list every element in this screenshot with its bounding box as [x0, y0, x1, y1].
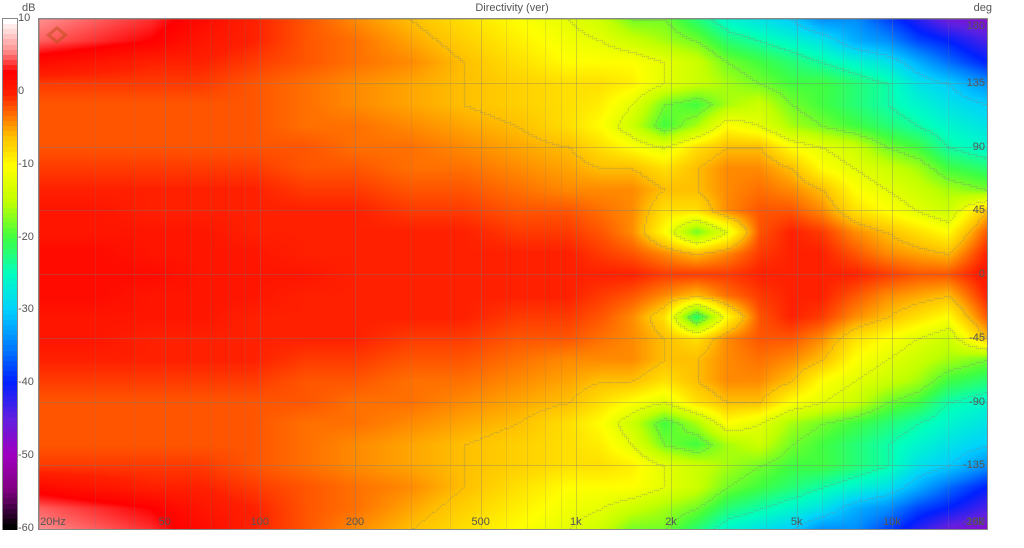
yaxis-tick: 180 [967, 20, 985, 32]
xaxis-tick: 200 [346, 516, 364, 528]
yaxis-tick: -45 [969, 332, 985, 344]
colorbar-tick: 0 [18, 85, 24, 97]
colorbar-tick: -50 [18, 449, 34, 461]
xaxis-tick: 1k [570, 516, 582, 528]
yaxis-unit-label: deg [974, 2, 992, 14]
plot-area: 20Hz501002005001k2k5k10k20k18013590450-4… [38, 18, 988, 530]
yaxis-tick: -135 [963, 459, 985, 471]
colorbar-tick: -20 [18, 231, 34, 243]
gridline-h [39, 402, 987, 403]
directivity-chart: Directivity (ver) dB deg 20Hz50100200500… [0, 0, 1024, 548]
colorbar-tick: -40 [18, 376, 34, 388]
gridline-h [39, 529, 987, 530]
rew-logo-icon [44, 24, 70, 46]
yaxis-tick: 0 [979, 268, 985, 280]
xaxis-tick: 10k [883, 516, 901, 528]
gridline-h [39, 19, 987, 20]
xaxis-tick: 2k [665, 516, 677, 528]
colorbar-tick: -10 [18, 158, 34, 170]
xaxis-tick: 20Hz [40, 516, 66, 528]
gridline-h [39, 83, 987, 84]
colorbar-tick: -30 [18, 303, 34, 315]
gridline-h [39, 274, 987, 275]
yaxis-tick: 45 [973, 204, 985, 216]
yaxis-tick: -90 [969, 396, 985, 408]
xaxis-tick: 100 [251, 516, 269, 528]
yaxis-tick: 90 [973, 141, 985, 153]
gridline-h [39, 147, 987, 148]
colorbar-tick: -60 [18, 522, 34, 534]
yaxis-tick: 135 [967, 77, 985, 89]
gridline-h [39, 338, 987, 339]
xaxis-tick: 50 [159, 516, 171, 528]
gridline-h [39, 465, 987, 466]
chart-title: Directivity (ver) [0, 2, 1024, 14]
colorbar-tick: 10 [18, 12, 30, 24]
xaxis-tick: 500 [472, 516, 490, 528]
gridline-h [39, 210, 987, 211]
colorbar [2, 18, 18, 530]
yaxis-tick: -180 [963, 516, 985, 528]
gridline-v [987, 19, 988, 529]
xaxis-tick: 5k [791, 516, 803, 528]
